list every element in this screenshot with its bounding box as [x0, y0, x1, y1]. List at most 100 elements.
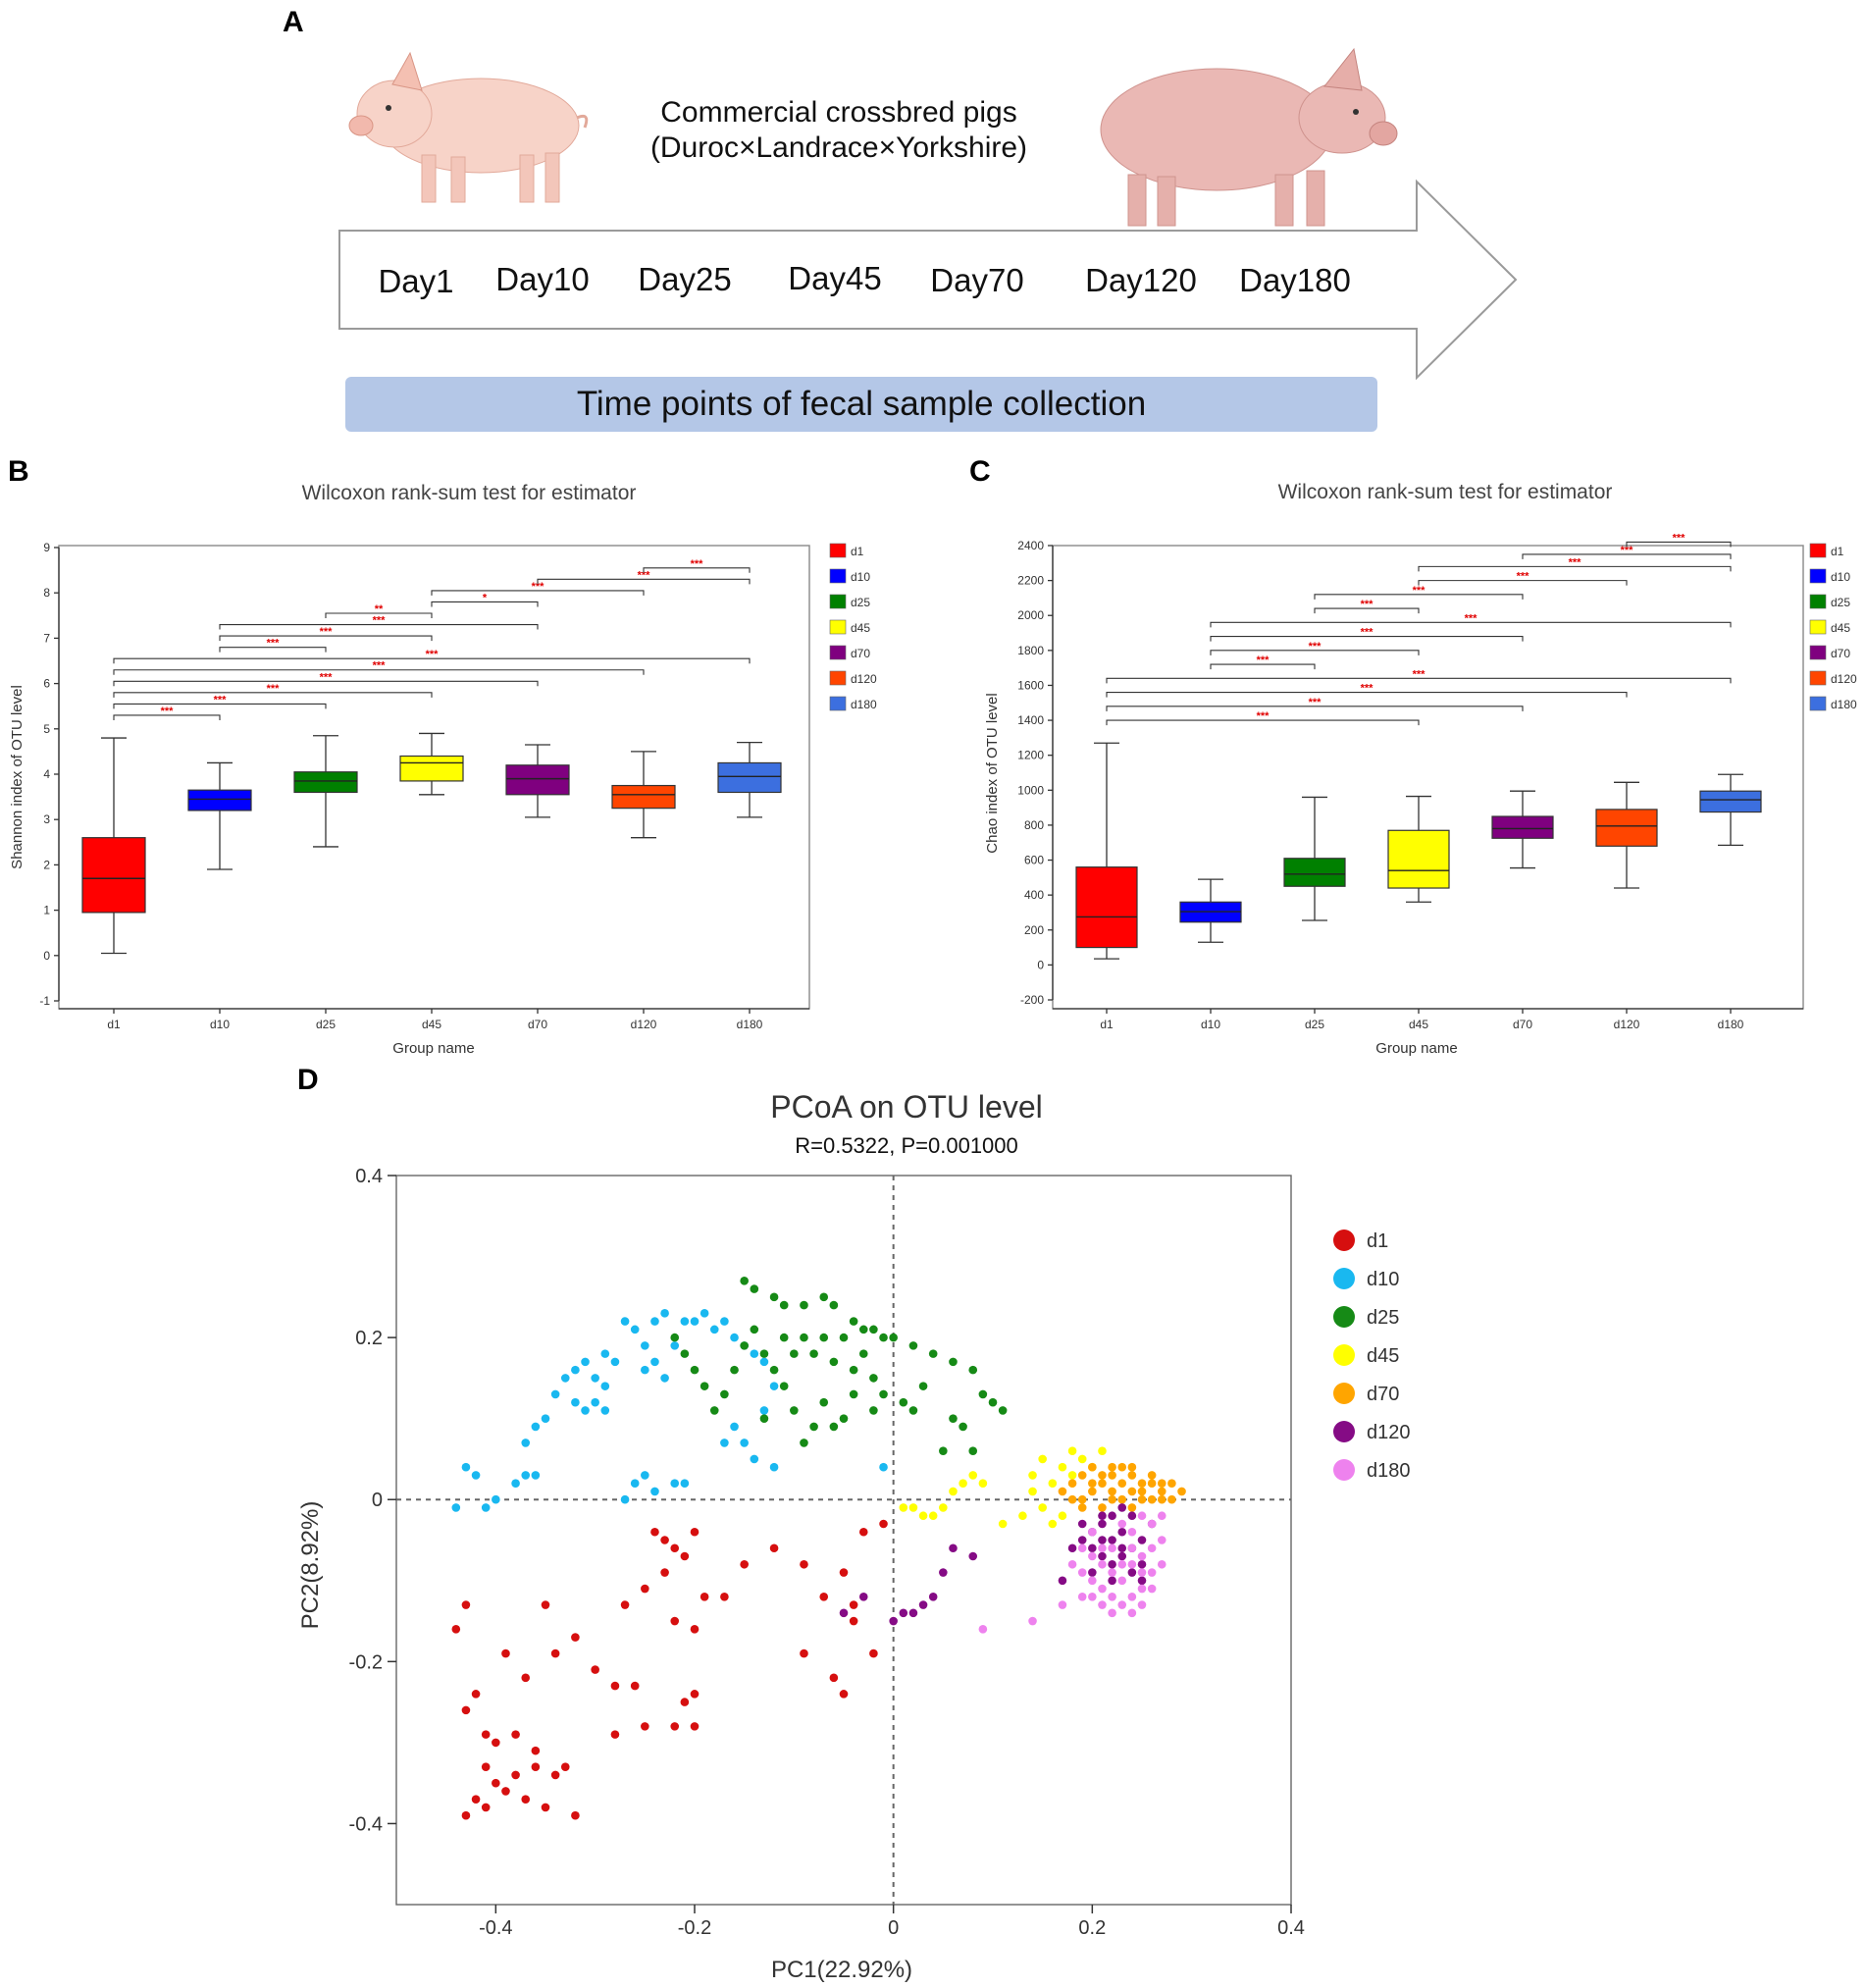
significance-bracket [1106, 719, 1420, 726]
point-d120 [1127, 1511, 1137, 1521]
point-d70 [1147, 1479, 1157, 1489]
point-d10 [531, 1422, 541, 1432]
panel-label-d: D [297, 1064, 319, 1096]
significance-bracket [1106, 706, 1524, 711]
significance-label: *** [373, 615, 387, 627]
significance-bracket [1210, 663, 1316, 670]
point-d10 [620, 1494, 630, 1504]
point-d45 [949, 1487, 958, 1496]
point-d25 [819, 1292, 829, 1302]
point-d180 [1157, 1559, 1166, 1569]
point-d25 [779, 1382, 789, 1390]
point-d180 [1137, 1584, 1147, 1594]
significance-label: *** [1413, 585, 1426, 597]
point-d70 [1058, 1487, 1067, 1496]
point-d1 [610, 1681, 620, 1691]
legend-label: d120 [851, 672, 877, 686]
point-d45 [1077, 1454, 1087, 1464]
legend-marker-d70 [1333, 1383, 1355, 1404]
point-d25 [730, 1365, 739, 1375]
point-d25 [839, 1333, 849, 1342]
point-d1 [571, 1633, 580, 1642]
point-d180 [1098, 1543, 1107, 1553]
point-d180 [1137, 1511, 1147, 1521]
significance-label: *** [1517, 571, 1530, 583]
point-d10 [531, 1471, 541, 1480]
point-d45 [959, 1479, 967, 1489]
point-d180 [1067, 1559, 1077, 1569]
y-tick-label: -0.2 [349, 1651, 383, 1673]
significance-bracket [1314, 607, 1420, 614]
significance-label: *** [1673, 532, 1686, 544]
legend-swatch-d180 [1809, 696, 1827, 711]
legend-label: d120 [1367, 1422, 1411, 1443]
chart-c-plot: -200 0 200 400 600 800 1000 1200 1400 1600 1800 200… [1017, 532, 1803, 1031]
point-d120 [1058, 1576, 1067, 1586]
chart-c-ylabel: Chao index of OTU level [984, 693, 1001, 853]
point-d1 [481, 1803, 491, 1812]
point-d70 [1088, 1479, 1097, 1489]
point-d1 [660, 1536, 669, 1544]
point-d180 [1147, 1568, 1157, 1577]
point-d1 [680, 1551, 690, 1561]
point-d10 [600, 1349, 610, 1358]
point-d25 [809, 1422, 818, 1432]
significance-label: *** [1361, 599, 1374, 610]
point-d1 [660, 1568, 669, 1577]
point-d10 [879, 1462, 888, 1472]
point-d180 [1088, 1527, 1097, 1537]
significance-label: *** [1257, 654, 1270, 666]
point-d25 [779, 1300, 789, 1310]
point-d1 [521, 1673, 531, 1683]
timeline-days: Day1 Day10 Day25 Day45 Day70 Day120 Day1… [378, 260, 1350, 299]
point-d10 [571, 1365, 580, 1375]
point-d10 [769, 1462, 779, 1472]
legend-label: d25 [1831, 596, 1850, 609]
day-label: Day25 [638, 261, 731, 297]
significance-label: *** [1309, 697, 1322, 708]
point-d180 [1077, 1592, 1087, 1601]
point-d120 [839, 1608, 849, 1618]
point-d45 [1048, 1479, 1058, 1489]
point-d120 [1088, 1543, 1097, 1553]
point-d10 [581, 1406, 590, 1415]
point-d25 [690, 1365, 700, 1375]
point-d180 [1088, 1592, 1097, 1601]
point-d10 [471, 1471, 481, 1480]
pig-breeds-label: (Duroc×Landrace×Yorkshire) [650, 131, 1027, 164]
point-d70 [1067, 1494, 1077, 1504]
point-d120 [899, 1608, 908, 1618]
point-d45 [899, 1503, 908, 1512]
point-d45 [939, 1503, 948, 1512]
point-d1 [720, 1592, 729, 1601]
point-d1 [690, 1690, 700, 1699]
point-d10 [660, 1374, 669, 1383]
point-d70 [1098, 1471, 1107, 1480]
point-d25 [769, 1292, 779, 1302]
point-d25 [829, 1357, 839, 1367]
point-d70 [1108, 1462, 1116, 1472]
legend-label: d45 [1367, 1345, 1399, 1367]
legend-swatch-d70 [829, 645, 847, 660]
legend-label: d10 [851, 570, 870, 584]
point-d120 [918, 1600, 928, 1609]
point-d180 [1077, 1543, 1087, 1553]
significance-bracket [1210, 650, 1420, 655]
point-d70 [1088, 1462, 1097, 1472]
chart-d-ylabel: PC2(8.92%) [297, 1501, 324, 1630]
point-d180 [1108, 1568, 1116, 1577]
point-d10 [630, 1325, 640, 1334]
x-tick-label: d120 [1614, 1018, 1640, 1031]
legend-marker-d45 [1333, 1344, 1355, 1366]
point-d10 [730, 1422, 739, 1432]
chart-d-subtitle: R=0.5322, P=0.001000 [795, 1133, 1018, 1158]
y-tick-label: 2 [43, 858, 50, 871]
point-d1 [560, 1762, 570, 1771]
y-tick-label: 2200 [1017, 574, 1044, 588]
point-d10 [560, 1374, 570, 1383]
point-d120 [928, 1592, 938, 1601]
point-d10 [769, 1382, 779, 1390]
point-d70 [1137, 1487, 1147, 1496]
significance-bracket [1314, 594, 1524, 600]
point-d10 [492, 1494, 500, 1504]
